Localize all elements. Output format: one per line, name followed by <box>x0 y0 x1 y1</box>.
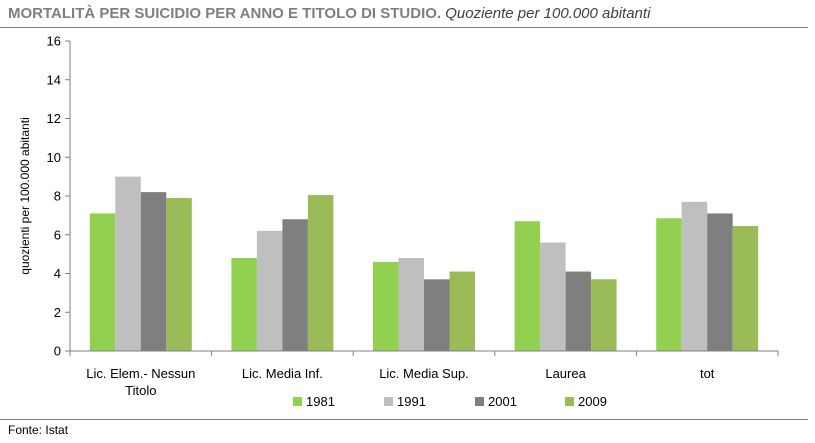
x-category-label: Lic. Media Inf. <box>242 366 323 381</box>
bar-2009-2 <box>307 195 334 351</box>
bar-2001-1 <box>140 192 167 351</box>
legend-label: 1981 <box>306 394 335 409</box>
chart-title: MORTALITÀ PER SUICIDIO PER ANNO E TITOLO… <box>8 5 650 22</box>
bar-1981-4 <box>514 221 541 351</box>
bar-1981-2 <box>231 258 257 351</box>
y-tick-label: 12 <box>47 111 61 126</box>
bar-1991-2 <box>256 230 283 351</box>
bar-1981-1 <box>89 213 116 351</box>
x-category-label: Lic. Elem.- Nessun <box>86 366 195 381</box>
bar-2009-1 <box>166 197 192 351</box>
legend-label: 1991 <box>397 394 426 409</box>
bar-2009-5 <box>732 226 759 351</box>
legend-swatch-1991 <box>384 397 393 406</box>
y-tick-label: 10 <box>47 150 61 165</box>
y-axis-title: quozienti per 100.000 abitanti <box>18 117 32 274</box>
y-tick-label: 16 <box>47 34 61 49</box>
y-tick-label: 6 <box>54 227 61 242</box>
y-tick-label: 8 <box>54 189 61 204</box>
source-note: Fonte: Istat <box>8 423 69 437</box>
bar-1991-4 <box>540 242 566 351</box>
bar-2009-4 <box>591 279 617 351</box>
legend-label: 2001 <box>488 394 517 409</box>
x-category-label: Laurea <box>545 366 586 381</box>
title-divider <box>0 27 808 28</box>
bar-2001-4 <box>565 271 592 351</box>
x-category-label: tot <box>700 366 715 381</box>
bar-1991-3 <box>398 258 424 351</box>
bar-1991-1 <box>115 176 141 351</box>
x-category-label: Lic. Media Sup. <box>379 366 469 381</box>
bar-1981-5 <box>656 218 682 351</box>
legend-swatch-1981 <box>293 397 302 406</box>
y-tick-label: 14 <box>47 72 61 87</box>
bar-2001-5 <box>707 213 733 351</box>
bar-2009-3 <box>449 271 475 351</box>
bar-1981-3 <box>373 261 399 351</box>
bar-2001-2 <box>282 219 308 351</box>
y-tick-label: 0 <box>54 344 61 359</box>
chart-title-subtitle: Quoziente per 100.000 abitanti <box>445 5 651 22</box>
y-tick-label: 2 <box>54 305 61 320</box>
legend-label: 2009 <box>578 394 607 409</box>
source-divider <box>0 419 808 420</box>
bar-1991-5 <box>681 201 708 351</box>
legend-swatch-2009 <box>565 397 574 406</box>
chart-title-main: MORTALITÀ PER SUICIDIO PER ANNO E TITOLO… <box>8 5 442 22</box>
y-tick-label: 4 <box>54 266 61 281</box>
x-category-label: Titolo <box>125 383 156 398</box>
bar-2001-3 <box>424 279 450 351</box>
legend-swatch-2001 <box>475 397 484 406</box>
